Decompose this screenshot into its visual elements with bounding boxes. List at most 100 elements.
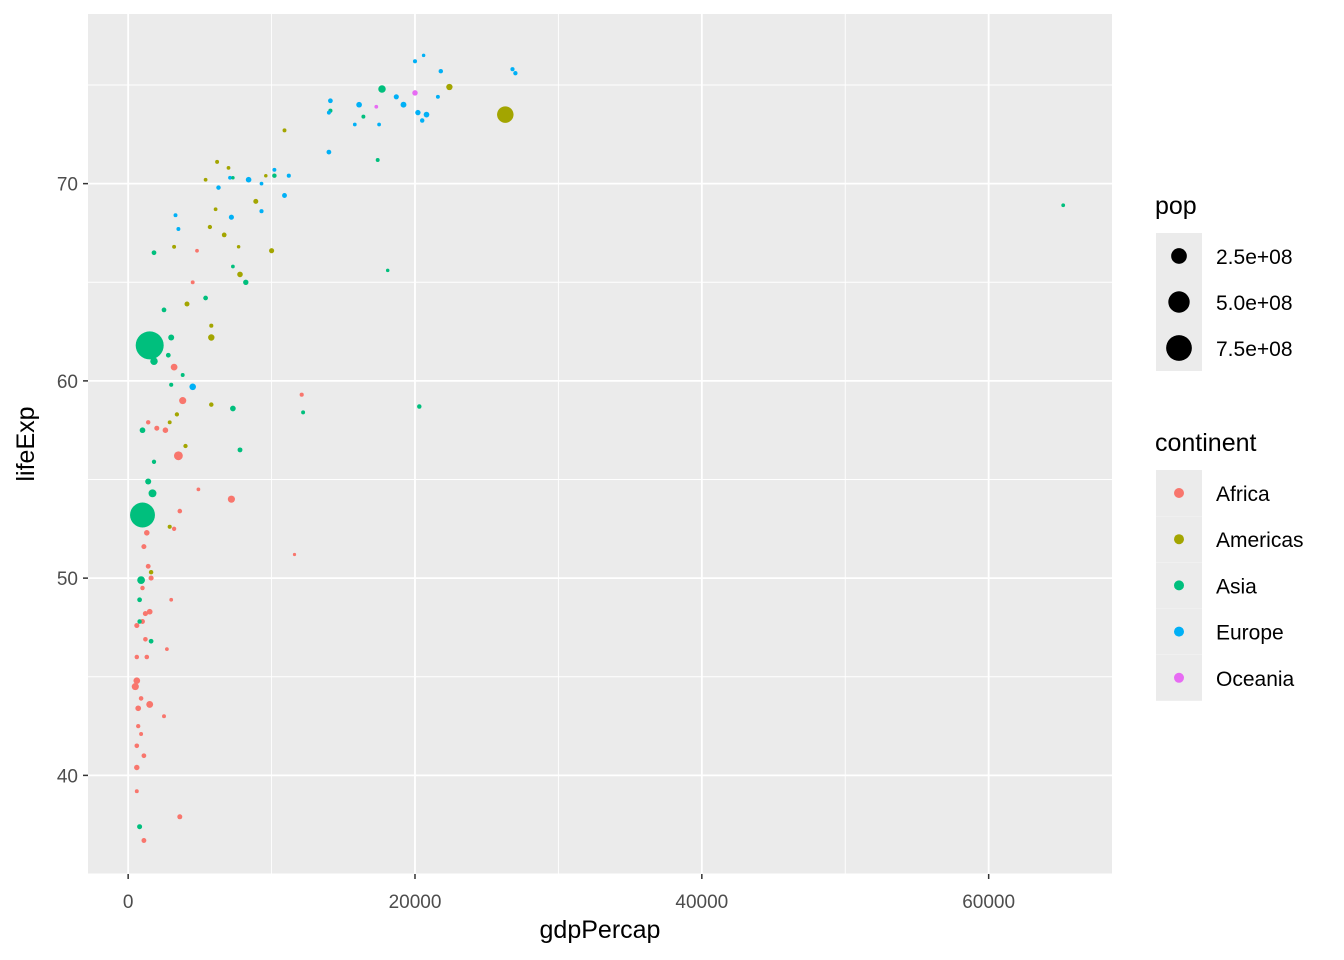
data-point-africa	[141, 753, 147, 759]
data-point-africa	[177, 814, 183, 820]
data-point-asia	[139, 427, 146, 434]
data-point-europe	[419, 118, 425, 123]
data-point-africa	[227, 495, 235, 503]
data-point-europe	[326, 149, 332, 155]
data-point-asia	[151, 459, 157, 464]
data-point-europe	[513, 71, 518, 76]
data-point-americas	[183, 443, 188, 449]
data-point-africa	[145, 563, 151, 569]
data-point-asia	[230, 405, 236, 412]
data-point-americas	[148, 569, 154, 575]
data-point-africa	[143, 637, 148, 642]
data-point-europe	[510, 67, 515, 72]
data-point-asia	[203, 295, 208, 301]
color-legend-key-dot	[1174, 534, 1184, 545]
data-point-europe	[393, 94, 399, 100]
size-legend: pop 2.5e+08 5.0e+08 7.5e+08	[1155, 192, 1293, 371]
y-axis-title: lifeExp	[12, 406, 40, 481]
data-point-americas	[209, 323, 214, 328]
data-point-europe	[400, 101, 407, 108]
data-point-africa	[162, 427, 169, 433]
data-point-asia	[361, 114, 366, 119]
data-point-europe	[259, 181, 264, 186]
data-point-americas	[184, 301, 190, 307]
data-point-asia	[237, 447, 243, 453]
data-point-europe	[435, 94, 440, 99]
data-point-asia	[180, 373, 185, 377]
data-point-asia	[385, 268, 390, 273]
data-point-africa	[177, 508, 183, 514]
data-point-americas	[237, 271, 243, 278]
y-tick-label: 40	[57, 766, 78, 787]
data-point-africa	[154, 425, 160, 431]
data-point-europe	[438, 68, 444, 74]
data-point-africa	[140, 585, 145, 591]
data-point-americas	[497, 106, 514, 123]
size-legend-label: 7.5e+08	[1216, 338, 1293, 361]
data-point-americas	[264, 173, 268, 178]
data-point-europe	[423, 111, 430, 118]
x-tick-label: 0	[123, 892, 134, 913]
data-point-americas	[269, 248, 275, 254]
data-point-americas	[221, 232, 227, 238]
data-point-africa	[134, 789, 139, 794]
data-point-africa	[134, 743, 140, 749]
data-point-americas	[236, 245, 241, 249]
grid-major	[88, 14, 1112, 874]
data-point-asia	[137, 597, 142, 603]
data-point-asia	[137, 576, 145, 584]
axis-ticks: 0 20000 40000 60000 40 50 60 70	[57, 175, 1015, 913]
size-legend-key-dot	[1166, 335, 1192, 361]
data-point-asia	[169, 382, 174, 387]
color-legend-key-dot	[1174, 580, 1184, 591]
data-point-europe	[286, 173, 291, 178]
x-tick-label: 40000	[675, 892, 728, 913]
color-legend-title: continent	[1155, 429, 1257, 457]
data-point-oceania	[412, 90, 418, 96]
size-legend-label: 2.5e+08	[1216, 246, 1293, 269]
data-point-africa	[146, 608, 153, 615]
color-legend-key-dot	[1174, 488, 1184, 498]
data-point-africa	[190, 280, 195, 285]
data-point-asia	[243, 279, 249, 285]
data-point-asia	[150, 357, 158, 365]
data-point-asia	[378, 85, 386, 93]
size-legend-key-dot	[1171, 248, 1187, 264]
plot-panel	[88, 14, 1112, 874]
data-point-europe	[245, 176, 252, 183]
data-point-africa	[134, 764, 140, 771]
data-point-americas	[209, 402, 214, 407]
data-point-africa	[131, 683, 139, 691]
data-point-africa	[139, 732, 144, 736]
data-point-africa	[134, 654, 140, 660]
data-point-europe	[352, 122, 357, 127]
x-tick-label: 20000	[389, 892, 442, 913]
data-point-europe	[228, 214, 234, 220]
data-point-europe	[377, 122, 381, 127]
data-point-europe	[415, 109, 421, 116]
data-point-africa	[134, 622, 140, 629]
data-point-africa	[165, 647, 169, 651]
data-point-europe	[173, 213, 178, 218]
color-legend-label: Asia	[1216, 575, 1257, 598]
color-legend-label: Europe	[1216, 622, 1284, 645]
data-point-africa	[299, 392, 304, 397]
data-point-asia	[137, 824, 143, 830]
data-point-europe	[356, 101, 362, 108]
color-legend: continent Africa Americas Asia Europe Oceani…	[1155, 429, 1304, 701]
data-point-africa	[195, 248, 199, 253]
y-tick-label: 70	[57, 175, 78, 196]
data-point-europe	[421, 53, 426, 58]
data-point-asia	[1061, 203, 1066, 208]
data-point-americas	[203, 177, 208, 182]
data-point-africa	[171, 526, 177, 531]
data-point-africa	[170, 363, 178, 371]
data-point-asia	[161, 307, 167, 313]
data-point-europe	[272, 167, 277, 172]
data-point-americas	[213, 207, 218, 212]
size-legend-title: pop	[1155, 192, 1197, 220]
color-legend-key-dot	[1174, 672, 1184, 683]
data-point-europe	[282, 193, 287, 198]
data-point-africa	[142, 611, 148, 617]
